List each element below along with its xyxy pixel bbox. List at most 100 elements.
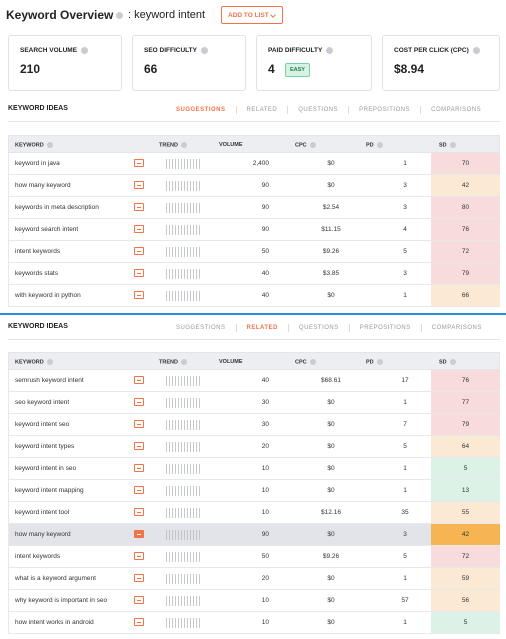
- metric-value: $8.94: [394, 62, 425, 76]
- pd-cell: 1: [403, 619, 407, 626]
- keyword-cell: keyword intent seo: [15, 421, 70, 428]
- cpc-cell: $2.54: [322, 204, 340, 211]
- sd-cell: 79: [431, 414, 500, 435]
- column-header: SD: [439, 142, 456, 148]
- tab[interactable]: COMPARISONS: [431, 107, 482, 113]
- keyword-cell: keyword intent types: [15, 443, 75, 450]
- open-keyword-icon[interactable]: [134, 398, 144, 406]
- info-icon: [472, 47, 480, 54]
- table-row: how many keyword 90 $0 3 42: [8, 524, 500, 546]
- volume-cell: 50: [261, 248, 269, 255]
- column-header: KEYWORD: [15, 359, 53, 365]
- sd-cell: 64: [431, 436, 500, 457]
- info-icon: [116, 12, 123, 19]
- column-header: CPC: [295, 359, 316, 365]
- column-header: VOLUME: [219, 142, 243, 148]
- open-keyword-icon[interactable]: [134, 464, 144, 472]
- keyword-cell: why keyword is important in seo: [15, 597, 108, 604]
- open-keyword-icon[interactable]: [134, 574, 144, 582]
- metric-card: PAID DIFFICULTY 4 EASY: [256, 35, 372, 91]
- trend-sparkline: [166, 574, 200, 584]
- open-keyword-icon[interactable]: [134, 247, 144, 255]
- info-icon: [376, 142, 383, 148]
- table-row: keyword intent in seo 10 $0 1 5: [8, 458, 500, 480]
- open-keyword-icon[interactable]: [134, 508, 144, 516]
- tab[interactable]: SUGGESTIONS: [176, 107, 226, 113]
- tab[interactable]: PREPOSITIONS: [359, 107, 411, 113]
- open-keyword-icon[interactable]: [134, 181, 144, 189]
- sd-cell: 76: [431, 219, 500, 240]
- trend-sparkline: [166, 464, 200, 474]
- keyword-cell: with keyword in python: [15, 292, 81, 299]
- tab[interactable]: RELATED: [246, 325, 278, 331]
- open-keyword-icon[interactable]: [134, 225, 144, 233]
- tab[interactable]: QUESTIONS: [298, 325, 339, 331]
- column-header: VOLUME: [219, 359, 243, 365]
- pd-cell: 4: [403, 226, 407, 233]
- tab[interactable]: PREPOSITIONS: [359, 325, 411, 331]
- keyword-cell: keyword intent in seo: [15, 465, 77, 472]
- tab-separator: [287, 106, 289, 114]
- cpc-cell: $0: [327, 465, 335, 472]
- table-row: keyword in java 2,400 $0 1 70: [8, 153, 500, 175]
- sd-cell: 5: [431, 458, 500, 479]
- tab[interactable]: SUGGESTIONS: [176, 325, 226, 331]
- trend-sparkline: [166, 486, 200, 496]
- tab[interactable]: QUESTIONS: [298, 107, 339, 113]
- info-icon: [180, 142, 187, 148]
- open-keyword-icon[interactable]: [134, 203, 144, 211]
- volume-cell: 90: [261, 531, 269, 538]
- cpc-cell: $0: [327, 619, 335, 626]
- tab-separator: [235, 324, 237, 332]
- trend-sparkline: [166, 420, 200, 430]
- info-icon: [449, 142, 456, 148]
- table-row: keyword intent types 20 $0 5 64: [8, 436, 500, 458]
- column-header: TREND: [159, 142, 187, 148]
- pd-cell: 1: [403, 399, 407, 406]
- trend-sparkline: [166, 552, 200, 562]
- volume-cell: 40: [261, 292, 269, 299]
- cpc-cell: $0: [327, 597, 335, 604]
- open-keyword-icon[interactable]: [134, 442, 144, 450]
- table-row: seo keyword intent 30 $0 1 77: [8, 392, 500, 414]
- keyword-cell: semrush keyword intent: [15, 377, 84, 384]
- keyword-cell: keywords in meta description: [15, 204, 99, 211]
- add-to-list-button[interactable]: ADD TO LIST: [221, 6, 283, 24]
- info-icon: [309, 359, 316, 365]
- tab[interactable]: COMPARISONS: [431, 325, 482, 331]
- open-keyword-icon[interactable]: [134, 530, 144, 538]
- info-icon: [326, 47, 334, 54]
- open-keyword-icon[interactable]: [134, 291, 144, 299]
- metric-value: 66: [144, 62, 158, 76]
- keyword-cell: seo keyword intent: [15, 399, 70, 406]
- open-keyword-icon[interactable]: [134, 618, 144, 626]
- tab[interactable]: RELATED: [246, 107, 278, 113]
- open-keyword-icon[interactable]: [134, 269, 144, 277]
- volume-cell: 10: [261, 509, 269, 516]
- table-row: what is a keyword argument 20 $0 1 59: [8, 568, 500, 590]
- keyword-cell: keyword search intent: [15, 226, 79, 233]
- cpc-cell: $0: [327, 399, 335, 406]
- sd-cell: 42: [431, 524, 500, 545]
- open-keyword-icon[interactable]: [134, 596, 144, 604]
- volume-cell: 40: [261, 270, 269, 277]
- open-keyword-icon[interactable]: [134, 552, 144, 560]
- cpc-cell: $9.26: [322, 553, 340, 560]
- table-row: why keyword is important in seo 10 $0 57 56: [8, 590, 500, 612]
- info-icon: [449, 359, 456, 365]
- volume-cell: 2,400: [252, 160, 269, 167]
- divider: [0, 313, 506, 315]
- volume-cell: 30: [261, 399, 269, 406]
- keyword-cell: how many keyword: [15, 182, 71, 189]
- column-header: KEYWORD: [15, 142, 53, 148]
- table-row: keyword intent tool 10 $12.16 35 55: [8, 502, 500, 524]
- pd-cell: 1: [403, 160, 407, 167]
- keyword-cell: keyword intent mapping: [15, 487, 84, 494]
- cpc-cell: $68.61: [321, 377, 341, 384]
- open-keyword-icon[interactable]: [134, 159, 144, 167]
- open-keyword-icon[interactable]: [134, 486, 144, 494]
- trend-sparkline: [166, 291, 200, 301]
- open-keyword-icon[interactable]: [134, 376, 144, 384]
- open-keyword-icon[interactable]: [134, 420, 144, 428]
- keyword-cell: keyword intent tool: [15, 509, 70, 516]
